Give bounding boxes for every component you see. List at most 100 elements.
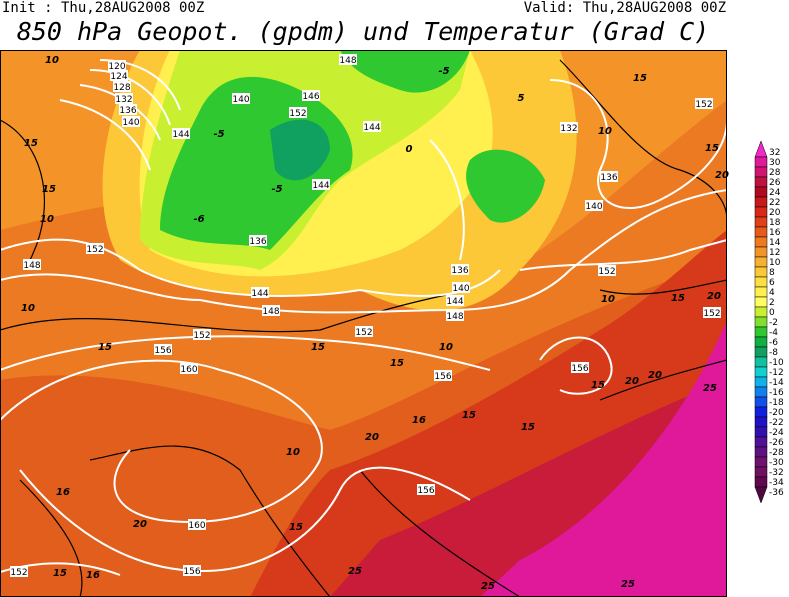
temperature-label: 20: [625, 376, 639, 387]
colorbar-label: 4: [769, 288, 775, 298]
colorbar-label: 14: [769, 238, 781, 248]
temperature-label: 16: [412, 415, 426, 426]
colorbar-swatch: [754, 166, 768, 178]
geopotential-label: 152: [355, 328, 372, 338]
colorbar-label: -22: [769, 418, 784, 428]
temperature-label: 20: [648, 370, 662, 381]
temperature-label: 10: [40, 214, 54, 225]
temperature-label: 15: [311, 342, 325, 353]
geopotential-label: 132: [560, 124, 577, 134]
temperature-label: 10: [21, 303, 35, 314]
geopotential-label: 148: [446, 312, 463, 322]
temperature-label: 15: [53, 568, 67, 579]
geopotential-label: 146: [302, 92, 319, 102]
temperature-label: 16: [86, 570, 100, 581]
geopotential-label: 156: [434, 372, 451, 382]
colorbar-swatch: [754, 396, 768, 408]
colorbar-swatch: [754, 336, 768, 348]
colorbar-swatch: [754, 246, 768, 258]
geopotential-label-box: [598, 265, 616, 276]
temperature-label: -5: [438, 66, 449, 77]
colorbar-label: -8: [769, 348, 778, 358]
colorbar-swatch: [754, 296, 768, 308]
coldest-field: [270, 119, 330, 181]
geopotential-label-box: [703, 307, 721, 318]
temperature-label: 15: [671, 293, 685, 304]
temperature-label: 0: [406, 144, 413, 155]
colorbar-label: 10: [769, 258, 781, 268]
colorbar-label: -2: [769, 318, 778, 328]
geopotential-label-box: [695, 98, 713, 109]
temperature-label: 25: [621, 579, 635, 590]
colorbar-label: 12: [769, 248, 780, 258]
colorbar-swatch: [754, 406, 768, 418]
geopotential-label-box: [188, 519, 206, 530]
colorbar-label: -20: [769, 408, 784, 418]
geopotential-label: 152: [598, 267, 615, 277]
geopotential-label: 152: [703, 309, 720, 319]
colorbar-label: -28: [769, 448, 784, 458]
geopotential-label-box: [108, 60, 126, 71]
temperature-label: 15: [591, 380, 605, 391]
temperature-label: -5: [271, 184, 282, 195]
geopotential-label-box: [172, 128, 190, 139]
geopotential-label-box: [193, 329, 211, 340]
temperature-label: 16: [56, 487, 70, 498]
colorbar-swatch: [754, 426, 768, 438]
geopotential-label: 156: [571, 364, 588, 374]
temperature-label: -5: [213, 129, 224, 140]
geopotential-label-box: [446, 295, 464, 306]
geopotential-label-box: [86, 243, 104, 254]
temperature-label: -6: [193, 214, 204, 225]
geopotential-label-box: [452, 282, 470, 293]
colorbar-swatch: [754, 206, 768, 218]
temperature-label: 20: [715, 170, 729, 181]
colorbar-swatch: [754, 476, 768, 488]
colorbar-swatch: [754, 176, 768, 188]
geopotential-label: 124: [110, 72, 127, 82]
colorbar-label: 20: [769, 208, 781, 218]
colorbar-swatch: [754, 376, 768, 388]
colorbar-label: -18: [769, 398, 784, 408]
geopotential-label-box: [113, 81, 131, 92]
geopotential-label-box: [180, 363, 198, 374]
colorbar-swatch: [754, 456, 768, 468]
geopotential-label: 120: [108, 62, 125, 72]
geopotential-label: 136: [249, 237, 266, 247]
geopotential-label: 160: [180, 365, 197, 375]
map-field: [0, 50, 727, 597]
colorbar: 32302826242220181614121086420-2-4-6-8-10…: [754, 140, 784, 504]
temperature-label: 10: [601, 294, 615, 305]
colorbar-label: 32: [769, 148, 780, 158]
geopotential-label-box: [251, 287, 269, 298]
colorbar-swatch: [754, 256, 768, 268]
colorbar-label: 30: [769, 158, 781, 168]
colorbar-arrow: [754, 486, 768, 504]
colorbar-swatch: [754, 226, 768, 238]
geopotential-label-box: [262, 305, 280, 316]
temperature-label: 20: [707, 291, 721, 302]
colorbar-label: -32: [769, 468, 784, 478]
geopotential-label: 156: [154, 346, 171, 356]
temperature-label: 10: [598, 126, 612, 137]
geopotential-label-box: [585, 200, 603, 211]
geopotential-label-box: [355, 326, 373, 337]
colorbar-swatch: [754, 356, 768, 368]
geopotential-label-box: [115, 93, 133, 104]
temperature-label: 20: [365, 432, 379, 443]
geopotential-label: 144: [312, 181, 329, 191]
geopotential-label: 132: [115, 95, 132, 105]
colorbar-label: 6: [769, 278, 775, 288]
colorbar-label: -10: [769, 358, 784, 368]
geopotential-label-box: [434, 370, 452, 381]
temperature-label: 15: [289, 522, 303, 533]
geopotential-label: 148: [23, 261, 40, 271]
colorbar-label: -30: [769, 458, 784, 468]
colorbar-swatch: [754, 286, 768, 298]
init-time: Init : Thu,28AUG2008 00Z: [2, 0, 204, 16]
colorbar-label: -4: [769, 328, 778, 338]
colorbar-swatch: [754, 266, 768, 278]
